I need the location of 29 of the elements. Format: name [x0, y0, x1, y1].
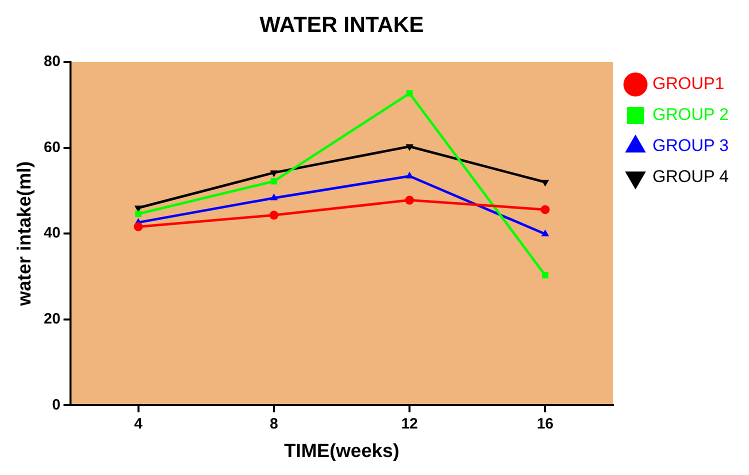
point [134, 222, 143, 232]
x-tick-label: 16 [536, 415, 554, 432]
legend-label: GROUP 4 [652, 167, 729, 186]
x-axis-title: TIME(weeks) [284, 440, 400, 462]
y-tick-label: 0 [52, 396, 60, 414]
legend-label: GROUP 2 [652, 105, 729, 124]
point [269, 210, 278, 220]
point [270, 193, 278, 200]
point [406, 90, 413, 96]
x-tick-label: 4 [134, 415, 144, 432]
point [541, 230, 550, 236]
y-tick-label: 20 [44, 310, 60, 328]
legend-label: GROUP 3 [652, 136, 729, 156]
x-tick-label: 12 [401, 415, 418, 432]
point [405, 196, 414, 205]
y-tick-label: 80 [44, 53, 60, 70]
point [270, 170, 278, 178]
point [541, 180, 550, 187]
point [542, 272, 548, 278]
y-axis-title: water intake(ml) [14, 161, 36, 307]
y-tick-label: 60 [44, 138, 60, 156]
legend-label: GROUP1 [652, 74, 724, 94]
y-tick-label: 40 [44, 224, 60, 242]
point [135, 210, 142, 218]
chart-title: WATER INTAKE [260, 12, 424, 38]
point [540, 205, 550, 214]
x-tick-label: 8 [270, 415, 278, 432]
point [406, 144, 414, 152]
point [270, 178, 278, 184]
